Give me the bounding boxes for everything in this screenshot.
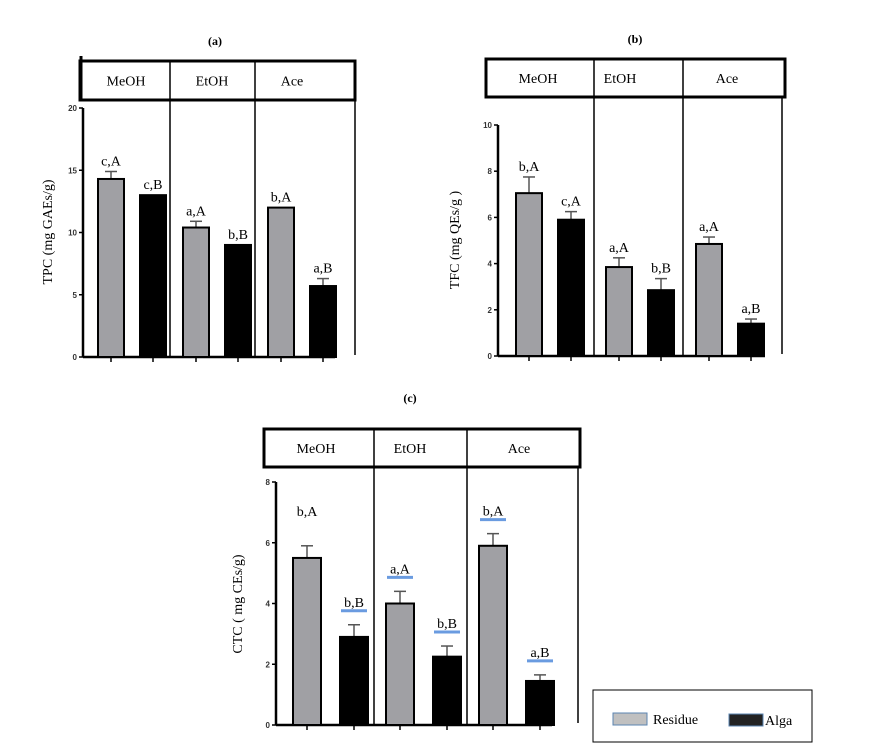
y-tick-label: 8 xyxy=(266,478,271,487)
category-label: EtOH xyxy=(394,442,427,457)
y-tick-label: 4 xyxy=(488,260,493,269)
significance-label: c,A xyxy=(101,154,122,169)
y-axis-label: TFC (mg QEs/g ) xyxy=(448,190,463,289)
y-tick-label: 20 xyxy=(68,104,77,113)
y-tick-label: 2 xyxy=(488,306,493,315)
significance-label: b,A xyxy=(297,505,319,520)
significance-label: b,B xyxy=(228,228,248,243)
y-tick-label: 8 xyxy=(488,167,493,176)
bar-alga xyxy=(647,289,675,358)
significance-label: c,A xyxy=(561,195,582,210)
bar-residue xyxy=(695,242,723,357)
y-tick-label: 0 xyxy=(266,721,271,730)
bar-alga xyxy=(557,218,585,357)
significance-label: a,A xyxy=(390,562,411,577)
bar-alga xyxy=(224,243,252,358)
chart-panel-b: (b) MeOH EtOH Ace 0 2 4 6 8 10 TFC (mg QEs/g ) b,A c… xyxy=(448,32,787,361)
significance-label: a,A xyxy=(609,241,630,256)
significance-label: b,A xyxy=(519,160,541,175)
significance-label: b,A xyxy=(483,505,505,520)
panel-label: (c) xyxy=(403,391,416,405)
chart-panel-c: (c) MeOH EtOH Ace 0 2 4 6 8 CTC ( mg CEs/g) b,A b,B… xyxy=(231,391,582,730)
y-tick-label: 6 xyxy=(266,539,271,548)
y-tick-label: 4 xyxy=(266,600,271,609)
bar-residue xyxy=(292,556,322,726)
significance-label: a,B xyxy=(530,646,549,661)
panel-label: (b) xyxy=(628,32,643,46)
category-header-box xyxy=(484,57,787,99)
category-label: MeOH xyxy=(107,75,146,90)
bar-alga xyxy=(525,679,555,726)
category-label: Ace xyxy=(716,72,739,87)
bar-residue xyxy=(478,544,508,726)
legend-label-alga: Alga xyxy=(765,714,793,729)
significance-label: a,A xyxy=(186,204,207,219)
significance-label: a,B xyxy=(741,302,760,317)
significance-label: b,B xyxy=(651,262,671,277)
significance-label: b,B xyxy=(344,596,364,611)
y-axis-label: CTC ( mg CEs/g) xyxy=(231,554,246,654)
bar-alga xyxy=(432,655,462,726)
panel-label: (a) xyxy=(208,34,222,48)
bar-alga xyxy=(339,635,369,726)
category-label: EtOH xyxy=(604,72,637,87)
bar-alga xyxy=(737,322,765,358)
y-tick-label: 0 xyxy=(73,353,78,362)
y-axis-label: TPC (mg GAEs/g) xyxy=(41,179,56,284)
bar-alga xyxy=(139,194,167,358)
bar-alga xyxy=(309,285,337,358)
y-tick-label: 0 xyxy=(488,352,493,361)
y-tick-label: 6 xyxy=(488,213,493,222)
y-tick-label: 10 xyxy=(483,121,492,130)
significance-label: b,B xyxy=(437,617,457,632)
category-label: MeOH xyxy=(297,442,336,457)
category-label: EtOH xyxy=(196,75,229,90)
bar-residue xyxy=(267,206,295,358)
legend: Residue Alga xyxy=(592,689,813,743)
category-label: Ace xyxy=(281,75,304,90)
chart-panel-a: (a) MeOH EtOH Ace 0 5 10 15 20 TPC (mg GAEs/g) c,A… xyxy=(41,34,357,362)
legend-label-residue: Residue xyxy=(653,713,698,728)
significance-label: b,A xyxy=(271,191,293,206)
bar-residue xyxy=(515,192,543,357)
legend-swatch-alga xyxy=(728,713,764,727)
significance-label: a,B xyxy=(313,262,332,277)
bar-residue xyxy=(605,266,633,357)
category-label: Ace xyxy=(508,442,531,457)
bar-residue xyxy=(182,226,210,358)
y-tick-label: 10 xyxy=(68,229,77,238)
category-header-box xyxy=(262,427,582,469)
category-label: MeOH xyxy=(519,72,558,87)
y-tick-label: 5 xyxy=(73,291,78,300)
bar-residue xyxy=(385,602,415,726)
bar-residue xyxy=(97,177,125,358)
y-tick-label: 2 xyxy=(266,660,271,669)
legend-swatch-residue xyxy=(612,712,648,726)
significance-label: a,A xyxy=(699,220,720,235)
y-tick-label: 15 xyxy=(68,166,77,175)
significance-label: c,B xyxy=(143,178,162,193)
